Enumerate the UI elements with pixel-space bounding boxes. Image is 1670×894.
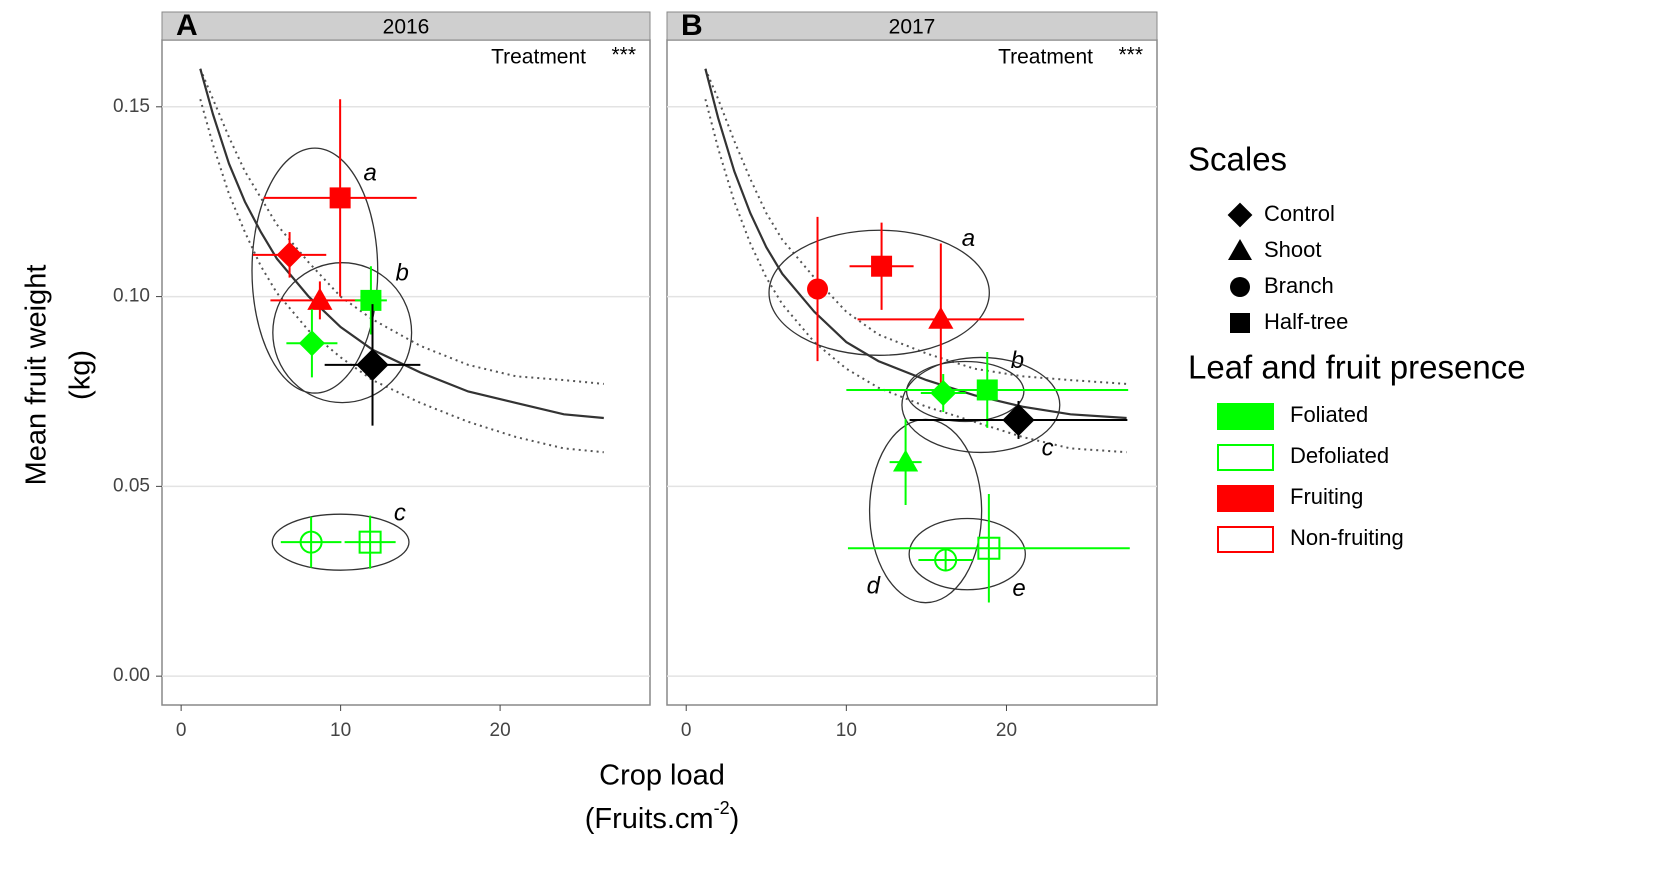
point — [934, 548, 958, 572]
legend-swatch — [1217, 444, 1274, 471]
legend-swatch — [1217, 526, 1274, 553]
legend-label: Foliated — [1290, 402, 1368, 427]
point — [276, 241, 303, 268]
y-tick-label: 0.00 — [113, 665, 150, 686]
point — [977, 536, 1001, 560]
group-label: c — [394, 499, 406, 526]
x-axis-title: Crop load — [599, 760, 725, 792]
group-ellipse — [901, 356, 1061, 454]
panel-label: A — [176, 9, 198, 42]
group-ellipse — [251, 147, 379, 394]
point — [358, 530, 382, 554]
point — [928, 306, 954, 329]
legend-swatch — [1217, 485, 1274, 512]
point — [807, 278, 829, 300]
strip-title: 2016 — [383, 16, 430, 39]
point — [307, 287, 333, 310]
y-tick-label: 0.15 — [113, 96, 150, 117]
x-tick-label: 20 — [996, 720, 1017, 741]
strip — [161, 11, 651, 41]
point — [976, 379, 998, 401]
fit-ci — [199, 68, 604, 385]
significance: *** — [1118, 44, 1143, 67]
legend-title: Scales — [1188, 141, 1287, 178]
y-tick-label: 0.10 — [113, 286, 150, 307]
legend-symbol — [1227, 202, 1253, 228]
group-ellipse — [271, 513, 410, 571]
legend-label: Branch — [1264, 273, 1334, 298]
group-label: c — [1042, 434, 1054, 461]
panel-label: B — [681, 9, 703, 42]
x-axis-title: (Fruits.cm — [585, 803, 714, 835]
x-tick-label: 0 — [176, 720, 187, 741]
point — [299, 530, 323, 554]
fit-ci — [704, 98, 1127, 454]
legend-label: Non-fruiting — [1290, 525, 1404, 550]
group-ellipse — [908, 517, 1026, 591]
x-tick-label: 20 — [490, 720, 511, 741]
annotation: Treatment — [491, 46, 586, 69]
point — [892, 449, 919, 472]
group-label: e — [1012, 575, 1025, 602]
fit-line — [199, 68, 604, 420]
point — [1002, 403, 1035, 437]
legend-symbol — [1228, 239, 1252, 260]
y-axis-title: (kg) — [65, 350, 97, 400]
group-ellipse — [905, 360, 1025, 423]
strip-title: 2017 — [889, 16, 936, 39]
x-tick-label: 10 — [836, 720, 857, 741]
annotation: Treatment — [998, 46, 1093, 69]
point — [930, 379, 957, 407]
x-tick-label: 0 — [681, 720, 692, 741]
group-label: a — [962, 225, 975, 252]
legend-title: Leaf and fruit presence — [1188, 349, 1526, 386]
x-tick-label: 10 — [330, 720, 351, 741]
group-label: b — [1011, 347, 1024, 374]
point — [298, 330, 325, 357]
x-axis-title: (Fruits.cm-2) — [585, 798, 740, 835]
significance: *** — [611, 44, 636, 67]
point — [329, 187, 351, 209]
legend-label: Shoot — [1264, 237, 1322, 262]
fit-ci — [704, 68, 1127, 385]
group-ellipse — [272, 262, 413, 404]
y-tick-label: 0.05 — [113, 475, 150, 496]
point — [871, 255, 893, 277]
legend-label: Half-tree — [1264, 309, 1348, 334]
group-label: d — [867, 572, 881, 599]
legend-symbol — [1230, 277, 1250, 297]
fit-line — [704, 68, 1127, 420]
legend-symbol — [1230, 313, 1250, 333]
panel-background — [666, 39, 1158, 706]
y-axis-title: Mean fruit weight — [21, 265, 53, 486]
x-axis-title-sup: -2 — [714, 798, 730, 818]
group-label: b — [395, 260, 408, 287]
group-ellipse — [768, 229, 990, 356]
group-label: a — [363, 160, 376, 187]
legend-swatch — [1217, 403, 1274, 430]
x-axis-title: ) — [730, 803, 740, 835]
point — [356, 348, 389, 382]
point — [360, 289, 382, 311]
legend-label: Fruiting — [1290, 484, 1363, 509]
legend-label: Defoliated — [1290, 443, 1389, 468]
panel-background — [161, 39, 651, 706]
strip — [666, 11, 1158, 41]
legend-label: Control — [1264, 201, 1335, 226]
